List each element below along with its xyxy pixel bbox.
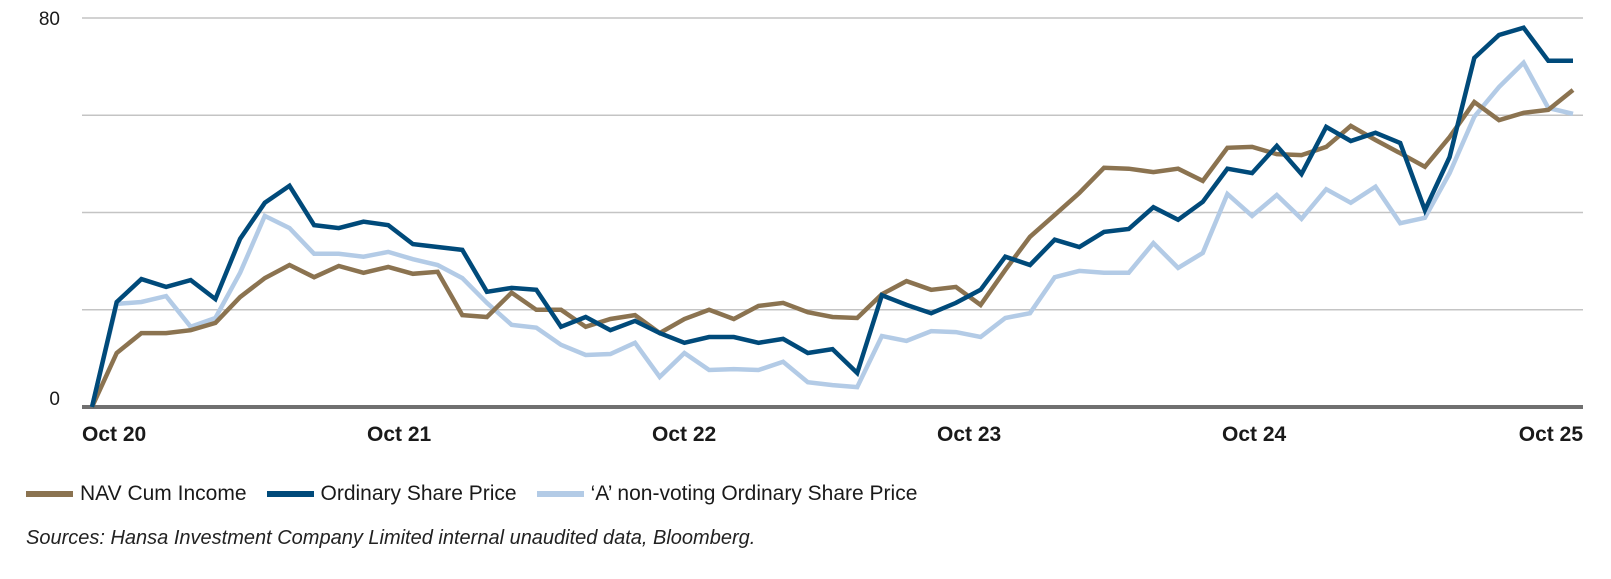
legend-label: ‘A’ non-voting Ordinary Share Price (590, 482, 918, 505)
legend-swatch (26, 491, 73, 497)
y-tick-label-0: 0 (49, 389, 60, 410)
x-axis-labels: Oct 20 Oct 21 Oct 22 Oct 23 Oct 24 Oct 2… (82, 423, 1583, 446)
series-line-ordinary-share-price (89, 25, 1573, 408)
x-tick-label: Oct 20 (82, 423, 146, 446)
x-tick-label: Oct 23 (937, 423, 1001, 446)
legend-label: Ordinary Share Price (320, 482, 517, 505)
y-tick-label-80: 80 (39, 9, 60, 30)
legend-item-nav: NAV Cum Income (26, 482, 247, 506)
line-chart: 80 0 Oct 20 Oct 21 Oct 22 Oct 23 Oct 24 … (39, 9, 1583, 446)
x-tick-label: Oct 22 (652, 423, 716, 446)
legend-label: NAV Cum Income (80, 482, 247, 505)
legend-swatch (536, 491, 584, 497)
legend: NAV Cum Income Ordinary Share Price ‘A’ … (26, 482, 937, 506)
gridlines (82, 17, 1583, 409)
series-line-nav-cum-income (89, 88, 1575, 408)
x-tick-label: Oct 25 (1519, 423, 1584, 446)
series-lines (89, 25, 1575, 408)
legend-item-ordinary: Ordinary Share Price (266, 482, 517, 506)
series-line-a-non-voting-ordinary-share-price (89, 58, 1574, 408)
sources-note: Sources: Hansa Investment Company Limite… (26, 527, 756, 549)
x-tick-label: Oct 24 (1222, 423, 1287, 446)
x-tick-label: Oct 21 (367, 423, 432, 446)
legend-swatch (266, 491, 314, 497)
legend-item-a-non-voting: ‘A’ non-voting Ordinary Share Price (536, 482, 918, 506)
